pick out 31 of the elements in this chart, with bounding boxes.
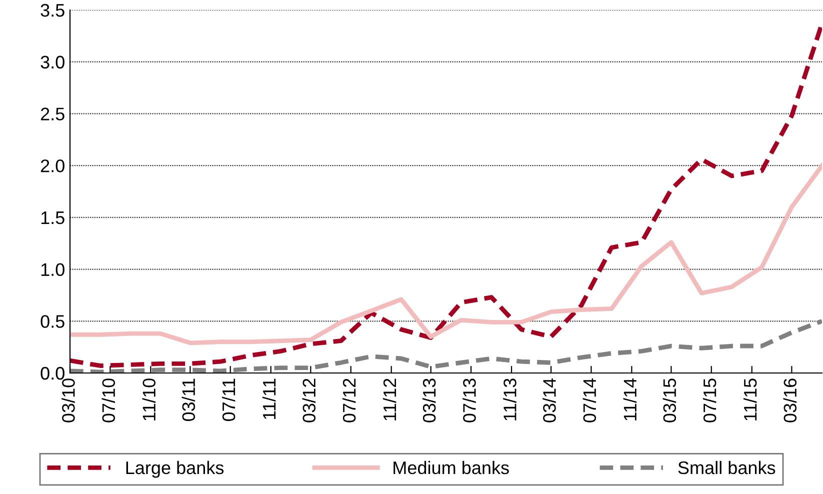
y-tick-label: 0.5	[40, 315, 64, 328]
x-tick-label: 03/16	[783, 378, 797, 422]
x-tick-label: 03/10	[62, 378, 75, 422]
y-tick-label: 1.0	[41, 263, 64, 276]
legend-label: Small banks	[678, 460, 776, 474]
x-tick-label: 03/12	[302, 378, 316, 422]
x-tick-label: 11/15	[743, 378, 757, 420]
y-tick-label: 2.5	[40, 108, 64, 120]
x-tick-label: 03/11	[182, 378, 196, 422]
legend-label: Large banks	[126, 460, 224, 478]
x-tick-label: 07/15	[702, 378, 716, 422]
y-tick-label: 3.5	[40, 4, 64, 17]
x-tick-label: 07/13	[462, 378, 476, 422]
line-series	[70, 163, 822, 346]
y-tick-label: 2.0	[40, 160, 64, 172]
x-tick-label: 11/14	[623, 378, 637, 420]
x-tick-label: 03/15	[662, 378, 676, 422]
x-tick-label: 11/11	[262, 378, 276, 419]
y-tick-label: 0.0	[40, 366, 64, 380]
y-tick-label: 3.0	[40, 56, 64, 69]
x-tick-label: 03/13	[422, 378, 436, 422]
y-tick-label: 1.5	[41, 212, 64, 224]
x-tick-label: 07/12	[342, 378, 356, 422]
x-tick-label: 11/12	[382, 378, 396, 420]
x-tick-label: 07/11	[222, 378, 236, 422]
legend-label: Medium banks	[394, 460, 509, 474]
x-tick-label: 11/10	[142, 378, 156, 420]
x-tick-label: 07/14	[582, 378, 596, 422]
x-tick-label: 03/14	[542, 378, 556, 422]
x-tick-label: 07/10	[102, 378, 116, 422]
x-tick-label: 11/13	[503, 378, 516, 420]
